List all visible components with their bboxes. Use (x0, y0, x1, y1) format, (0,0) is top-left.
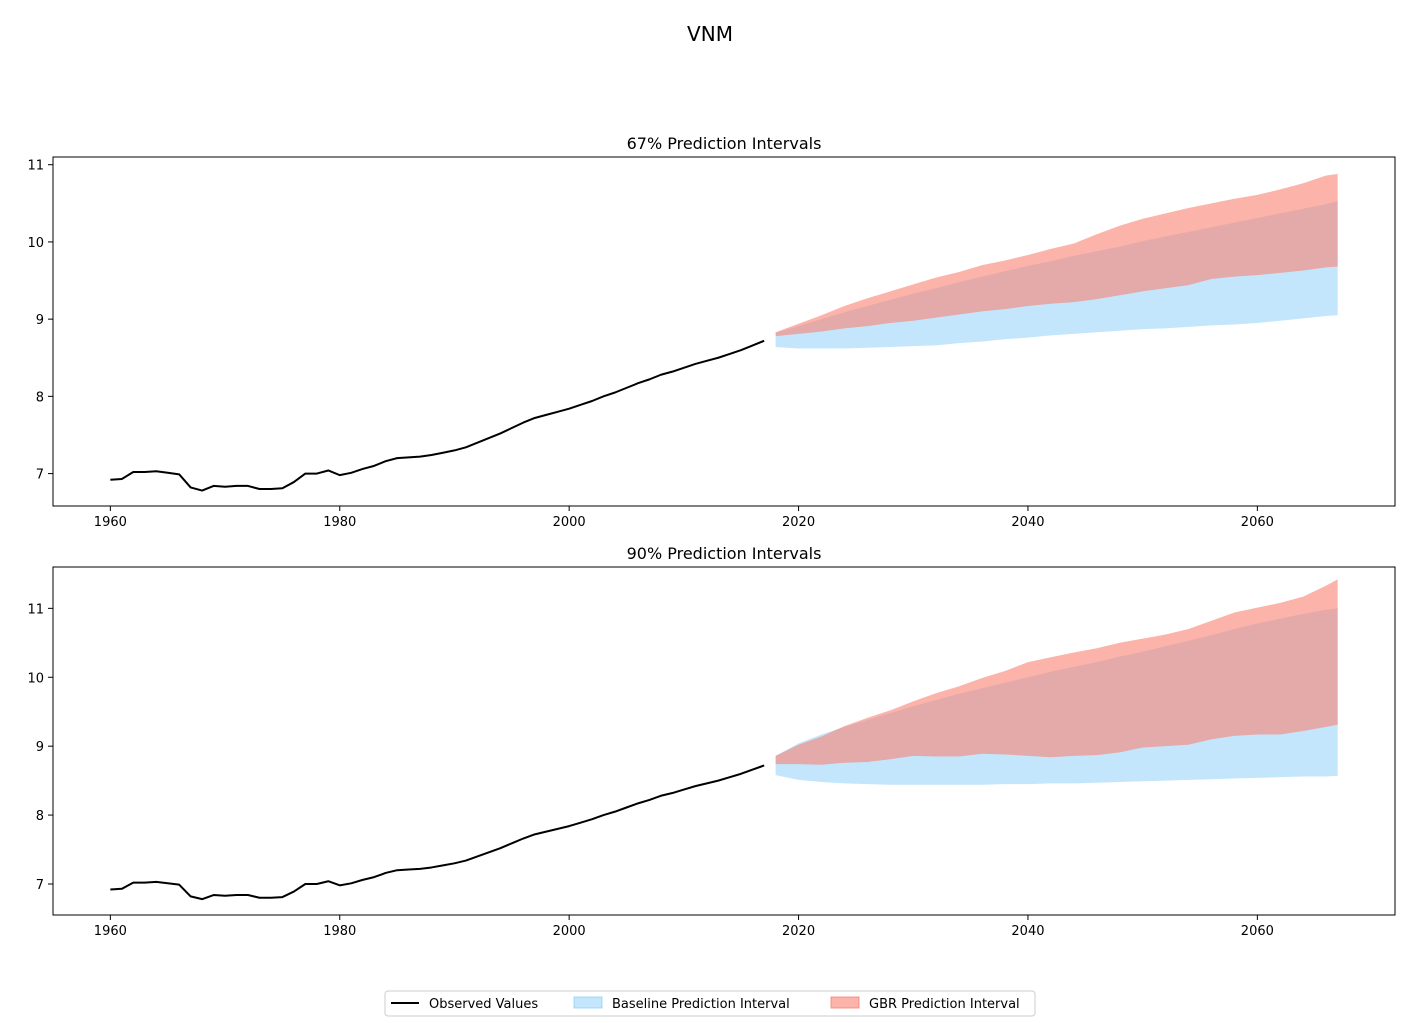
x-tick-label-90-2060: 2060 (1241, 924, 1274, 939)
y-tick-label-67-7: 7 (36, 468, 44, 483)
x-tick-label-90-2000: 2000 (553, 924, 586, 939)
y-tick-label-67-8: 8 (36, 390, 44, 405)
legend-baseline-label: Baseline Prediction Interval (612, 997, 790, 1012)
y-tick-label-90-7: 7 (36, 878, 44, 893)
figure-title: VNM (687, 22, 733, 46)
x-tick-label-67-2040: 2040 (1011, 515, 1044, 530)
x-tick-label-67-2060: 2060 (1241, 515, 1274, 530)
x-tick-label-67-2000: 2000 (553, 515, 586, 530)
y-tick-label-90-10: 10 (27, 671, 44, 686)
x-tick-label-90-1960: 1960 (94, 924, 127, 939)
y-tick-label-90-9: 9 (36, 740, 44, 755)
chart-panel-67: 67% Prediction Intervals 1960 1980 2000 2020… (27, 134, 1396, 530)
observed-line-90 (110, 764, 765, 901)
x-tick-label-67-1960: 1960 (94, 515, 127, 530)
plot-frame-90 (52, 566, 1396, 916)
y-tick-label-90-11: 11 (27, 602, 44, 617)
x-tick-label-67-1980: 1980 (323, 515, 356, 530)
chart-panel-90: 90% Prediction Intervals 1960 1980 2000 2020… (27, 544, 1396, 939)
legend-observed-label: Observed Values (429, 997, 538, 1012)
x-tick-label-90-1980: 1980 (323, 924, 356, 939)
gbr-band-67 (775, 173, 1338, 337)
gbr-band-90 (775, 579, 1338, 765)
subplot-title-90: 90% Prediction Intervals (627, 544, 822, 563)
y-tick-label-67-9: 9 (36, 313, 44, 328)
legend-frame (384, 990, 1036, 1017)
x-tick-label-90-2020: 2020 (782, 924, 815, 939)
subplot-title-67: 67% Prediction Intervals (627, 134, 822, 153)
legend-gbr-swatch (830, 996, 860, 1009)
observed-line-67 (110, 339, 765, 492)
legend: Observed Values Baseline Prediction Inte… (384, 990, 1036, 1017)
y-tick-label-90-8: 8 (36, 809, 44, 824)
plot-frame-67 (52, 156, 1396, 507)
x-tick-label-90-2040: 2040 (1011, 924, 1044, 939)
legend-baseline-swatch (573, 996, 603, 1009)
y-tick-label-67-10: 10 (27, 236, 44, 251)
y-tick-label-67-11: 11 (27, 159, 44, 174)
legend-gbr-label: GBR Prediction Interval (869, 997, 1020, 1012)
x-tick-label-67-2020: 2020 (782, 515, 815, 530)
